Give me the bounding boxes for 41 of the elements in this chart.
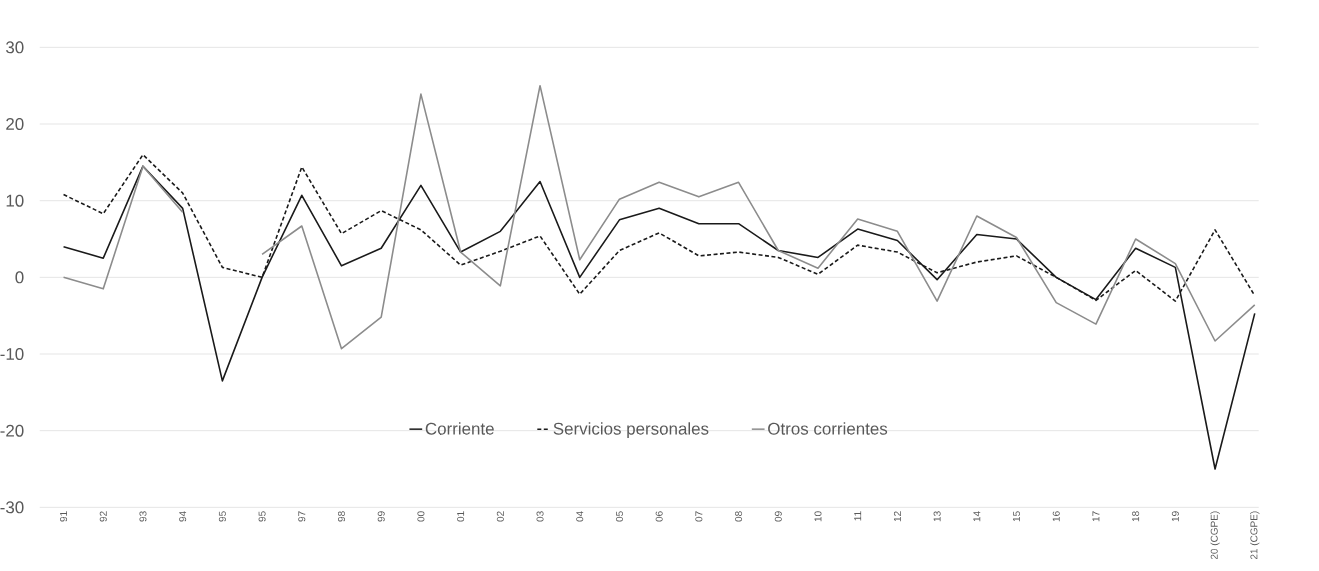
x-tick-label: 93 <box>139 511 147 522</box>
x-tick-label: 95 <box>258 511 266 522</box>
x-tick-label: 08 <box>735 511 743 522</box>
x-tick-label: 05 <box>615 511 623 522</box>
x-tick-label: 91 <box>60 511 68 522</box>
x-tick-label: 00 <box>417 511 425 522</box>
x-tick-label: 18 <box>1132 511 1140 522</box>
y-tick-label: 30 <box>6 41 24 54</box>
legend-label: Servicios personales <box>553 422 709 439</box>
y-tick-label: 20 <box>6 118 24 131</box>
x-tick-label: 06 <box>655 511 663 522</box>
x-tick-label: 95 <box>218 511 226 522</box>
x-tick-label: 12 <box>893 511 901 522</box>
y-tick-label: -10 <box>0 348 24 361</box>
y-tick-label: -20 <box>0 424 24 437</box>
x-tick-label: 09 <box>774 511 782 522</box>
x-tick-label: 92 <box>99 511 107 522</box>
y-tick-label: -30 <box>0 501 24 514</box>
y-tick-label: 10 <box>6 194 24 207</box>
x-tick-label: 21 (CGPE) <box>1250 511 1260 560</box>
x-tick-label: 07 <box>695 511 703 522</box>
x-tick-label: 01 <box>457 511 465 522</box>
y-tick-label: 0 <box>15 271 24 284</box>
x-tick-label: 10 <box>814 511 822 522</box>
x-tick-label: 20 (CGPE) <box>1210 511 1220 560</box>
x-tick-label: 13 <box>933 511 941 522</box>
x-tick-label: 16 <box>1052 511 1060 522</box>
x-tick-label: 04 <box>576 511 584 522</box>
x-tick-label: 14 <box>973 511 981 522</box>
x-tick-label: 11 <box>854 511 862 521</box>
legend-label: Otros corrientes <box>768 422 888 435</box>
x-tick-label: 19 <box>1171 511 1179 522</box>
x-tick-label: 17 <box>1092 511 1100 522</box>
x-tick-label: 99 <box>377 511 385 522</box>
x-tick-label: 03 <box>536 511 544 522</box>
x-tick-label: 98 <box>337 511 346 522</box>
x-tick-label: 97 <box>298 511 306 522</box>
x-tick-label: 94 <box>179 511 187 522</box>
x-tick-label: 02 <box>496 511 504 522</box>
x-tick-label: 15 <box>1013 511 1020 522</box>
legend-label: Corriente <box>425 422 494 435</box>
